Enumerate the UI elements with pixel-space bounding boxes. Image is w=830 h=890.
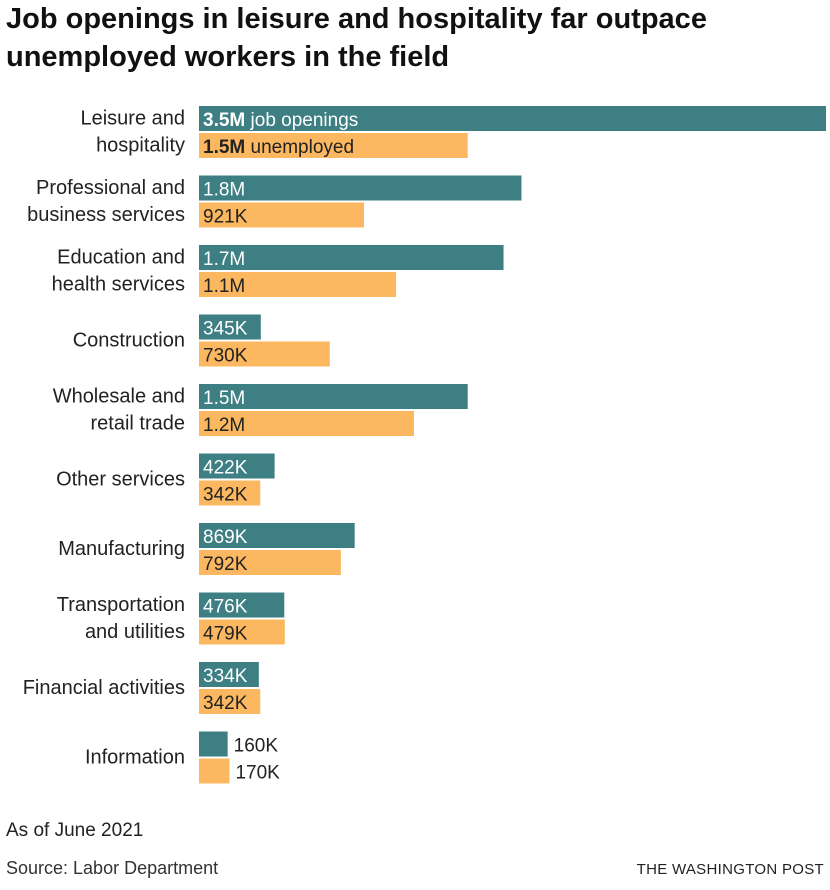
data-label: 342K: [203, 693, 248, 714]
bar-job-openings: [199, 175, 522, 201]
category-label: Professional and business services: [27, 177, 185, 226]
bar-job-openings: [199, 314, 261, 340]
bar-unemployed: [199, 480, 261, 506]
category-label: Wholesale and retail trade: [53, 386, 185, 435]
bar-unemployed: [199, 272, 397, 297]
date-note: As of June 2021: [6, 820, 144, 841]
data-label: 730K: [203, 346, 248, 367]
bar-job-openings: [199, 523, 355, 548]
data-label: 1.7M: [203, 249, 245, 270]
category-label: Information: [85, 747, 185, 769]
bar-job-openings: [199, 662, 259, 687]
chart-title: Job openings in leisure and hospitality …: [6, 3, 707, 73]
category-label: Financial activities: [23, 677, 185, 699]
bar-unemployed: [199, 341, 330, 367]
bar-unemployed: [199, 619, 285, 645]
source-note: Source: Labor Department: [6, 858, 219, 878]
category-label: Other services: [56, 469, 185, 491]
bar-unemployed: [199, 411, 414, 436]
bar-unemployed: [199, 758, 230, 784]
data-label: 422K: [203, 458, 248, 479]
data-label: 869K: [203, 527, 248, 548]
data-label: 160K: [234, 736, 279, 757]
category-label: Transportation and utilities: [57, 594, 185, 643]
category-label: Construction: [73, 330, 185, 352]
data-label: 342K: [203, 485, 248, 506]
data-label: 1.8M: [203, 180, 245, 201]
data-label: 921K: [203, 207, 248, 228]
bar-job-openings: [199, 245, 504, 270]
category-label: Leisure and hospitality: [80, 108, 185, 157]
publisher-credit: THE WASHINGTON POST: [636, 861, 824, 878]
data-label: 3.5M job openings: [203, 110, 358, 131]
bar-job-openings: [199, 453, 275, 479]
data-label: 1.1M: [203, 276, 245, 297]
bar-job-openings: [199, 106, 826, 131]
data-label: 334K: [203, 666, 248, 687]
data-label: 345K: [203, 319, 248, 340]
bar-job-openings: [199, 384, 468, 409]
data-label: 170K: [235, 763, 280, 784]
data-label: 1.2M: [203, 415, 245, 436]
data-label: 476K: [203, 597, 248, 618]
bar-unemployed: [199, 550, 341, 575]
bar-job-openings: [199, 592, 285, 618]
category-label: Manufacturing: [58, 538, 185, 560]
data-label: 479K: [203, 624, 248, 645]
bar-unemployed: [199, 689, 261, 714]
bar-chart: Leisure and hospitality 3.5M job openings 1…: [23, 106, 826, 784]
bar-job-openings: [199, 731, 228, 757]
data-label: 1.5M unemployed: [203, 137, 354, 158]
bar-unemployed: [199, 202, 364, 228]
bar-unemployed: [199, 133, 468, 158]
data-label: 1.5M: [203, 388, 245, 409]
category-label: Education and health services: [52, 247, 185, 296]
data-label: 792K: [203, 554, 248, 575]
